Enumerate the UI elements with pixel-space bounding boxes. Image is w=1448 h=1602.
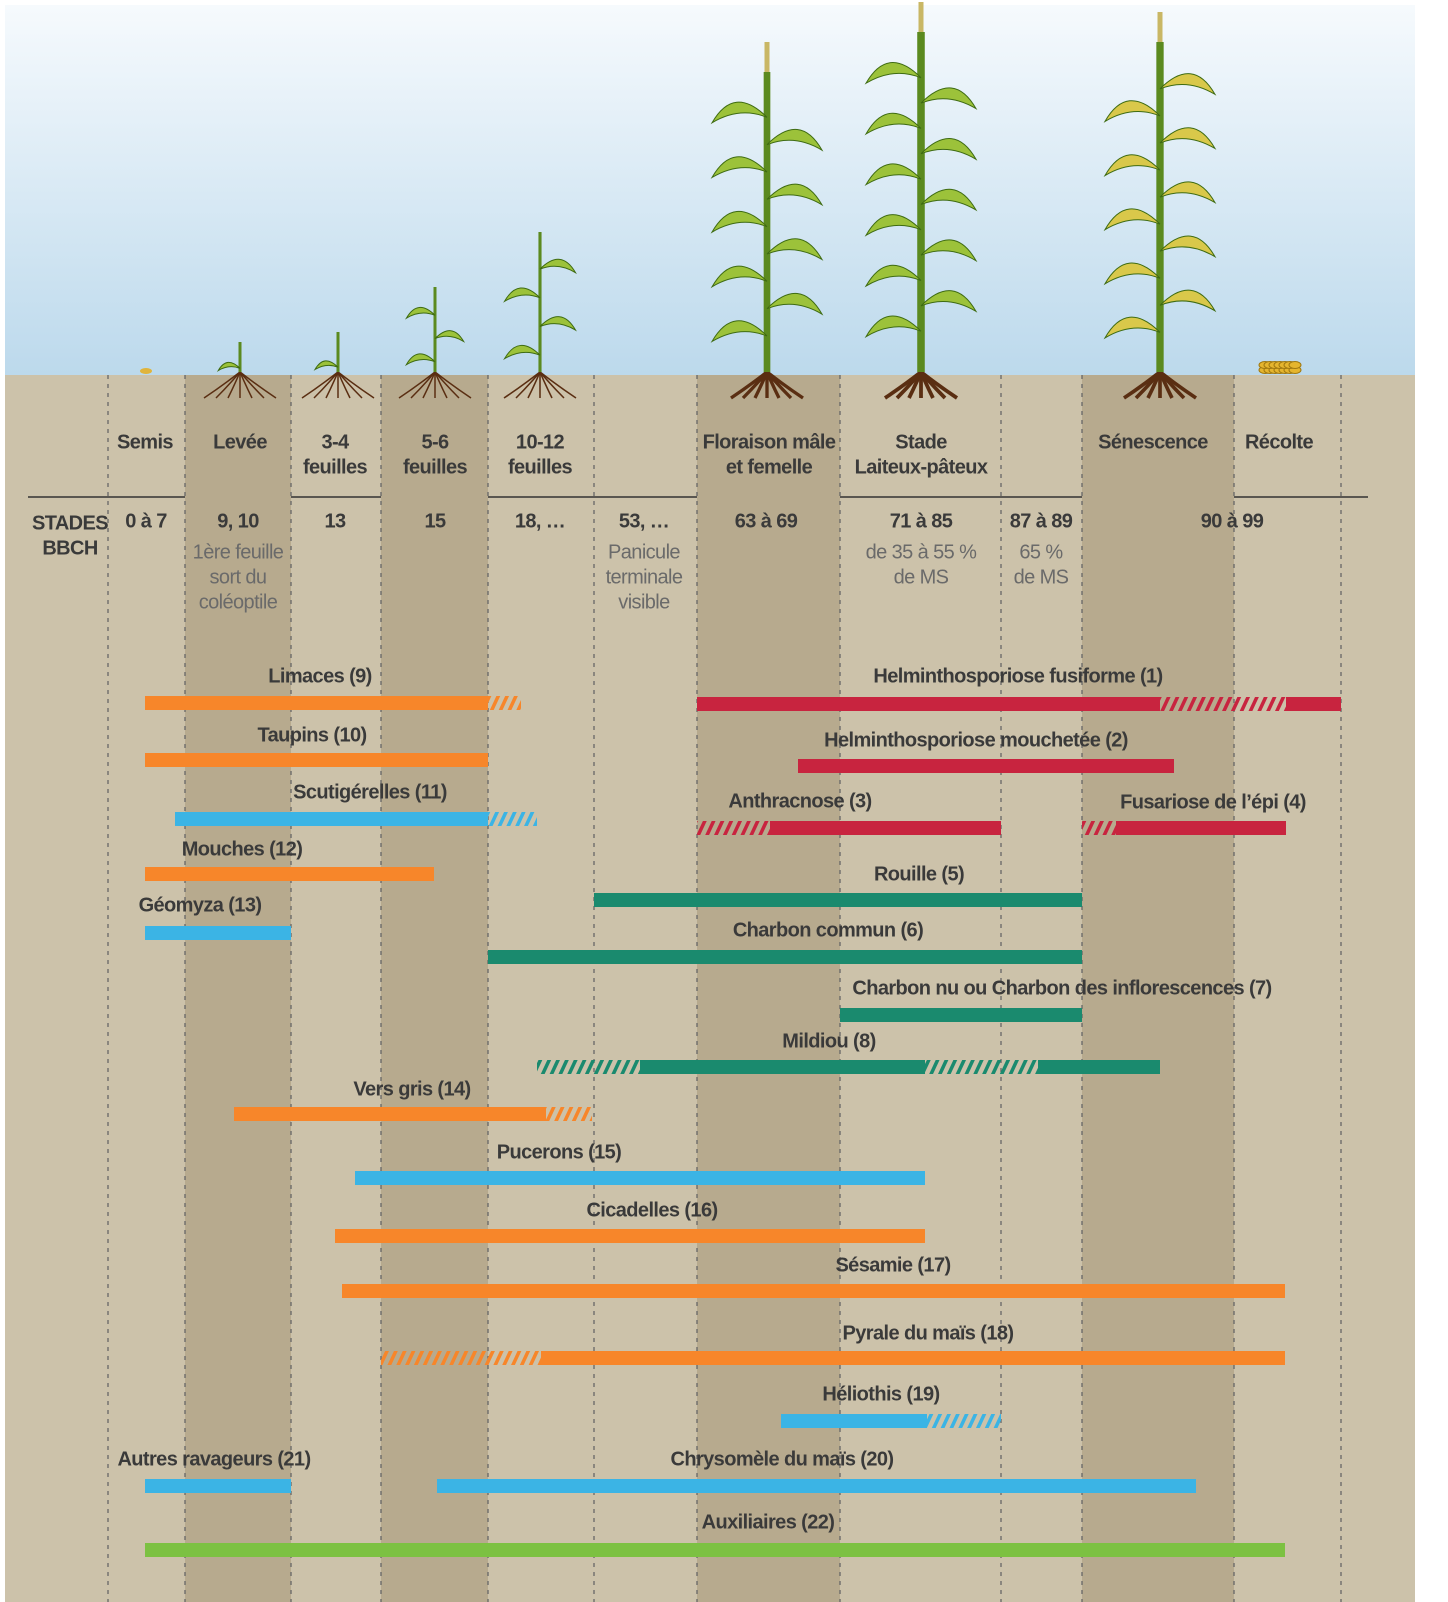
period-bar — [925, 1060, 1038, 1074]
stage-label: feuilles — [508, 456, 573, 478]
threat-label: Héliothis (19) — [822, 1383, 939, 1405]
period-bar — [355, 1171, 925, 1185]
period-bar — [342, 1284, 1285, 1298]
bbch-code: 63 à 69 — [735, 510, 798, 532]
period-bar — [1116, 821, 1286, 835]
stage-label: et femelle — [726, 456, 813, 478]
stage-label: Stade — [895, 431, 947, 453]
period-bar — [541, 1351, 1285, 1365]
period-bar — [594, 893, 1082, 907]
stage-label: 5-6 — [421, 431, 449, 453]
period-bar — [145, 926, 291, 940]
period-bar — [488, 950, 1082, 964]
period-bar — [175, 812, 488, 826]
stage-label: Semis — [117, 431, 173, 453]
infographic: Semis Levée 3-4 feuilles 5-6 feuilles 10-12 feu… — [0, 0, 1448, 1602]
stage-label: feuilles — [303, 456, 368, 478]
period-bar — [145, 696, 488, 710]
bbch-code: 87 à 89 — [1010, 510, 1073, 532]
stage-label: Floraison mâle — [703, 431, 836, 453]
bbch-code: 18, … — [515, 510, 565, 532]
period-bar — [1286, 697, 1341, 711]
period-bar — [145, 1543, 1285, 1557]
bbch-note: 1ère feuille — [193, 541, 284, 563]
threat-label: Rouille (5) — [874, 863, 964, 885]
threat-label: Anthracnose (3) — [728, 790, 871, 812]
stage-label: 3-4 — [321, 431, 350, 453]
bbch-note: sort du — [210, 566, 267, 588]
threat-label: Limaces (9) — [268, 665, 371, 687]
bbch-note: de MS — [1014, 566, 1069, 588]
period-bar — [1038, 1060, 1160, 1074]
bbch-note: de MS — [894, 566, 949, 588]
bbch-code: 0 à 7 — [125, 510, 167, 532]
threat-label: Pyrale du maïs (18) — [843, 1322, 1014, 1344]
threat-label: Autres ravageurs (21) — [117, 1448, 310, 1470]
period-bar — [927, 1414, 1001, 1428]
threat-label: Mildiou (8) — [782, 1030, 875, 1052]
period-bar — [145, 1479, 291, 1493]
period-bar — [381, 1351, 541, 1365]
threat-label: Géomyza (13) — [139, 894, 262, 916]
threat-label: Scutigérelles (11) — [293, 781, 447, 803]
seed — [140, 368, 152, 374]
bbch-heading: BBCH — [42, 537, 98, 559]
bbch-note: coléoptile — [199, 591, 278, 613]
threat-label: Charbon commun (6) — [733, 919, 923, 941]
bbch-note: visible — [618, 591, 670, 613]
threat-label: Taupins (10) — [257, 724, 366, 746]
stage-label: Sénescence — [1098, 431, 1208, 453]
period-bar — [234, 1107, 546, 1121]
bbch-note: 65 % — [1019, 541, 1063, 563]
bbch-note: Panicule — [608, 541, 680, 563]
bbch-note: terminale — [606, 566, 683, 588]
period-bar — [1160, 697, 1286, 711]
threat-label: Charbon nu ou Charbon des inflorescences… — [852, 977, 1271, 999]
stage-label: Levée — [213, 431, 267, 453]
stage-label: 10-12 — [516, 431, 565, 453]
period-bar — [488, 696, 521, 710]
period-bar — [798, 759, 1174, 773]
period-bar — [145, 753, 488, 767]
bbch-heading: STADES — [32, 512, 108, 534]
threat-label: Chrysomèle du maïs (20) — [671, 1448, 894, 1470]
period-bar — [781, 1414, 927, 1428]
bbch-code: 15 — [424, 510, 446, 532]
period-bar — [145, 867, 434, 881]
period-bar — [770, 821, 1001, 835]
grain — [1289, 362, 1301, 369]
stage-label: Récolte — [1245, 431, 1314, 453]
threat-label: Helminthosporiose mouchetée (2) — [824, 729, 1128, 751]
threat-label: Mouches (12) — [182, 838, 303, 860]
period-bar — [697, 821, 770, 835]
threat-label: Pucerons (15) — [497, 1141, 621, 1163]
threat-label: Fusariose de l’épi (4) — [1120, 791, 1306, 813]
period-bar — [1082, 821, 1116, 835]
period-bar — [546, 1107, 592, 1121]
threat-label: Sésamie (17) — [835, 1254, 950, 1276]
bbch-code: 9, 10 — [217, 510, 259, 532]
stage-label: Laiteux-pâteux — [855, 456, 988, 478]
stage-label: feuilles — [403, 456, 468, 478]
bbch-note: de 35 à 55 % — [866, 541, 977, 563]
threat-label: Vers gris (14) — [353, 1078, 470, 1100]
threat-label: Cicadelles (16) — [586, 1199, 717, 1221]
threat-label: Auxiliaires (22) — [702, 1511, 835, 1533]
period-bar — [335, 1229, 925, 1243]
bbch-code: 71 à 85 — [890, 510, 953, 532]
period-bar — [640, 1060, 925, 1074]
period-bar — [537, 1060, 640, 1074]
bbch-code: 13 — [324, 510, 346, 532]
bbch-code: 53, … — [619, 510, 669, 532]
threat-label: Helminthosporiose fusiforme (1) — [873, 665, 1162, 687]
period-bar — [697, 697, 1160, 711]
period-bar — [840, 1008, 1082, 1022]
stage-band — [381, 375, 488, 1602]
bbch-code: 90 à 99 — [1201, 510, 1264, 532]
period-bar — [437, 1479, 1196, 1493]
period-bar — [488, 812, 537, 826]
